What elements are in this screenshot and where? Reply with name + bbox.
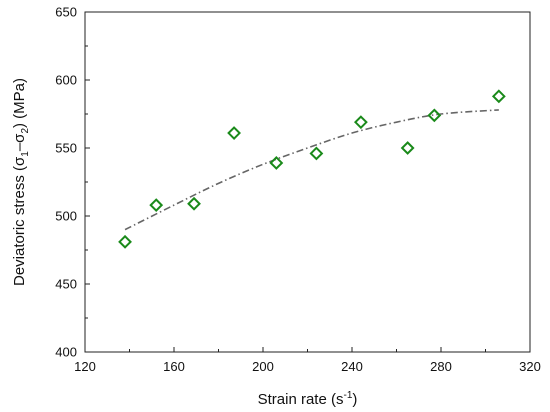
data-point-diamond <box>309 146 324 161</box>
y-axis-ticks: 400 450 500 550 600 650 <box>55 5 90 360</box>
data-point-diamond <box>118 234 132 249</box>
x-axis-ticks: 120 160 200 240 280 320 <box>74 347 541 374</box>
y-tick-label: 450 <box>55 277 77 292</box>
plot-frame <box>84 11 531 353</box>
fit-curve <box>124 109 499 231</box>
y-axis-title-pre: Deviatoric stress ( <box>11 166 28 286</box>
data-point-diamond <box>427 108 442 123</box>
y-axis-title-sigma2: σ <box>11 133 28 143</box>
y-tick-label: 650 <box>55 5 77 20</box>
data-point-diamond <box>149 198 164 213</box>
x-axis-title-main: Strain rate (s <box>258 391 344 408</box>
x-tick-label: 160 <box>163 359 185 374</box>
y-axis-title: Deviatoric stress (σ1–σ2) (MPa) <box>11 78 31 286</box>
y-axis-title-sub2: 2 <box>20 128 31 134</box>
data-point-diamond <box>353 115 368 130</box>
y-axis-title-dash: – <box>11 142 28 151</box>
x-tick-label: 280 <box>430 359 452 374</box>
y-tick-label: 600 <box>55 73 77 88</box>
y-tick-label: 500 <box>55 209 77 224</box>
x-axis-title-close: ) <box>352 391 357 408</box>
y-axis-title-post: ) (MPa) <box>11 78 28 128</box>
data-point-diamond <box>491 89 506 104</box>
y-tick-label: 550 <box>55 141 77 156</box>
y-axis-title-sigma1: σ <box>11 156 28 166</box>
x-tick-label: 200 <box>252 359 274 374</box>
y-tick-label: 400 <box>55 345 77 360</box>
x-tick-label: 320 <box>519 359 541 374</box>
data-points-layer <box>118 89 506 249</box>
data-point-diamond <box>227 126 241 140</box>
y-axis-title-sub1: 1 <box>20 151 31 157</box>
data-point-diamond <box>269 156 284 170</box>
data-point-diamond <box>187 196 201 211</box>
x-axis-title-sup: -1 <box>343 390 352 401</box>
x-tick-label: 120 <box>74 359 96 374</box>
x-tick-label: 240 <box>341 359 363 374</box>
data-point-diamond <box>400 141 415 155</box>
x-axis-title: Strain rate (s-1) <box>258 390 358 408</box>
fit-curve-layer <box>124 109 499 231</box>
